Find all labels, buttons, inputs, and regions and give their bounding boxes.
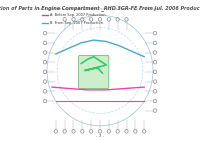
Text: - 3 -: - 3 - xyxy=(96,134,104,138)
Text: A: Before Sep. 2007 Production: A: Before Sep. 2007 Production xyxy=(50,13,105,17)
Text: Position of Parts in Engine Compartment _RHD 3GR-FE From Jul. 2006 Production_: Position of Parts in Engine Compartment … xyxy=(0,5,200,11)
FancyBboxPatch shape xyxy=(79,55,109,88)
Text: B: From Sep. 2007 Production: B: From Sep. 2007 Production xyxy=(50,21,102,25)
